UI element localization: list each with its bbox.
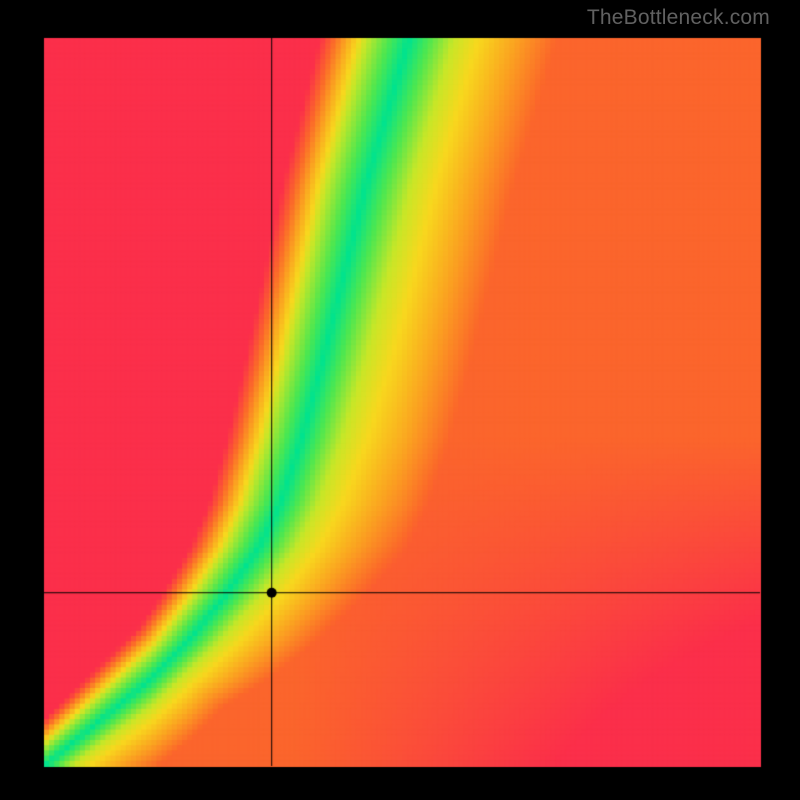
watermark-text: TheBottleneck.com <box>587 6 770 30</box>
chart-container: TheBottleneck.com <box>0 0 800 800</box>
bottleneck-heatmap <box>0 0 800 800</box>
